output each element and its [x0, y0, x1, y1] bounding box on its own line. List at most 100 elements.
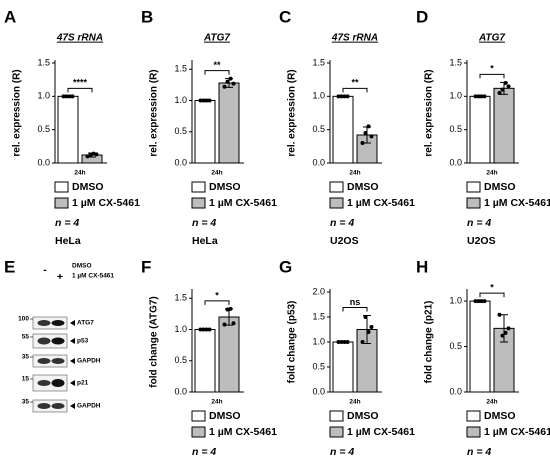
- y-axis-label: fold change (ATG7): [149, 296, 160, 387]
- legend-label: 1 µM CX-5461: [484, 426, 550, 438]
- y-tick-label: 0.5: [174, 126, 187, 136]
- bar: [332, 341, 354, 393]
- bar: [57, 95, 79, 164]
- data-point: [345, 94, 350, 99]
- y-axis-label: fold change (p21): [424, 301, 435, 384]
- y-tick-label: 1.0: [449, 91, 462, 101]
- n-label: n = 4: [330, 217, 354, 229]
- legend-label: DMSO: [484, 410, 516, 422]
- data-point: [201, 327, 206, 332]
- x-tick-label: 24h: [74, 170, 85, 177]
- y-axis-label: rel. expression (R): [12, 69, 23, 156]
- band: [51, 337, 65, 345]
- significance-bracket: [479, 292, 505, 298]
- significance-label: **: [351, 78, 359, 88]
- bar: [218, 82, 240, 164]
- x-tick-label: 24h: [211, 170, 222, 177]
- legend-swatch: [54, 197, 69, 209]
- significance-bracket: [204, 300, 230, 305]
- data-point: [500, 87, 505, 92]
- band: [37, 403, 51, 409]
- lane-sign: +: [57, 271, 63, 283]
- significance-bracket: [204, 70, 230, 75]
- legend-swatch: [329, 197, 344, 209]
- data-point: [503, 330, 508, 335]
- chart-title: 47S rRNA: [56, 33, 103, 44]
- y-tick-label: 0.0: [312, 157, 325, 167]
- legend-swatch: [466, 426, 481, 438]
- data-point: [360, 141, 365, 145]
- data-point: [342, 94, 347, 99]
- n-label: n = 4: [467, 217, 491, 229]
- arrow: [70, 380, 75, 386]
- bar: [194, 100, 216, 164]
- y-tick-label: 1.0: [37, 91, 50, 101]
- data-point: [369, 134, 374, 139]
- bar: [469, 300, 491, 393]
- legend-label: 1 µM CX-5461: [209, 426, 277, 438]
- data-point: [225, 307, 230, 312]
- y-tick-label: 0.0: [449, 386, 462, 396]
- legend-label: 1 µM CX-5461: [347, 197, 415, 209]
- y-tick-label: 1.0: [174, 95, 187, 105]
- panel-letter: D: [416, 7, 428, 26]
- significance-label: *: [215, 290, 219, 300]
- n-label: n = 4: [55, 217, 79, 229]
- legend-swatch: [329, 181, 344, 193]
- band: [37, 380, 51, 386]
- cell-line: U2OS: [467, 235, 496, 247]
- blot-panel: E - + DMSO 1 µM CX-5461: [4, 257, 114, 282]
- legend-swatch: [191, 426, 206, 438]
- band: [37, 320, 51, 326]
- data-point: [91, 151, 96, 156]
- panel-letter: A: [4, 7, 16, 26]
- y-tick-label: 1.5: [174, 293, 187, 303]
- data-point: [476, 299, 481, 304]
- lane-sign: -: [43, 264, 47, 276]
- legend-swatch: [466, 181, 481, 193]
- x-tick-label: 24h: [349, 170, 360, 177]
- significance-bracket: [67, 87, 93, 93]
- band: [37, 337, 51, 345]
- data-point: [225, 79, 230, 84]
- legend-swatch: [466, 197, 481, 209]
- data-point: [231, 321, 236, 326]
- band-label: GAPDH: [77, 358, 101, 365]
- cell-line: U2OS: [330, 235, 359, 247]
- legend-label: DMSO: [484, 181, 516, 193]
- bar: [493, 87, 515, 164]
- y-tick-label: 0.0: [312, 386, 325, 396]
- data-point: [339, 340, 344, 344]
- bar: [469, 95, 491, 164]
- data-point: [369, 325, 374, 329]
- data-point: [506, 326, 511, 331]
- data-point: [201, 98, 206, 103]
- data-point: [64, 94, 69, 99]
- data-point: [198, 327, 203, 332]
- marker-label: 15: [22, 376, 30, 383]
- legend-swatch: [329, 410, 344, 422]
- bar: [332, 95, 354, 164]
- legend-swatch: [466, 410, 481, 422]
- y-tick-label: 0.0: [449, 157, 462, 167]
- data-point: [482, 94, 487, 99]
- condition-label: 1 µM CX-5461: [72, 273, 114, 280]
- data-point: [231, 81, 236, 86]
- data-point: [342, 340, 347, 344]
- data-point: [204, 327, 209, 332]
- y-tick-label: 1.5: [449, 57, 462, 67]
- marker-label: 100: [18, 316, 29, 323]
- y-tick-label: 0.5: [312, 124, 325, 134]
- significance-label: ns: [350, 297, 361, 307]
- panel-letter: H: [416, 257, 428, 276]
- marker-label: 55: [22, 334, 30, 341]
- data-point: [479, 299, 484, 304]
- n-label: n = 4: [192, 446, 216, 458]
- y-tick-label: 1.0: [312, 91, 325, 101]
- data-point: [473, 299, 478, 304]
- significance-bracket: [342, 307, 368, 312]
- y-tick-label: 2.0: [312, 286, 325, 296]
- y-tick-label: 0.0: [174, 386, 187, 396]
- data-point: [198, 98, 203, 103]
- data-point: [228, 76, 233, 81]
